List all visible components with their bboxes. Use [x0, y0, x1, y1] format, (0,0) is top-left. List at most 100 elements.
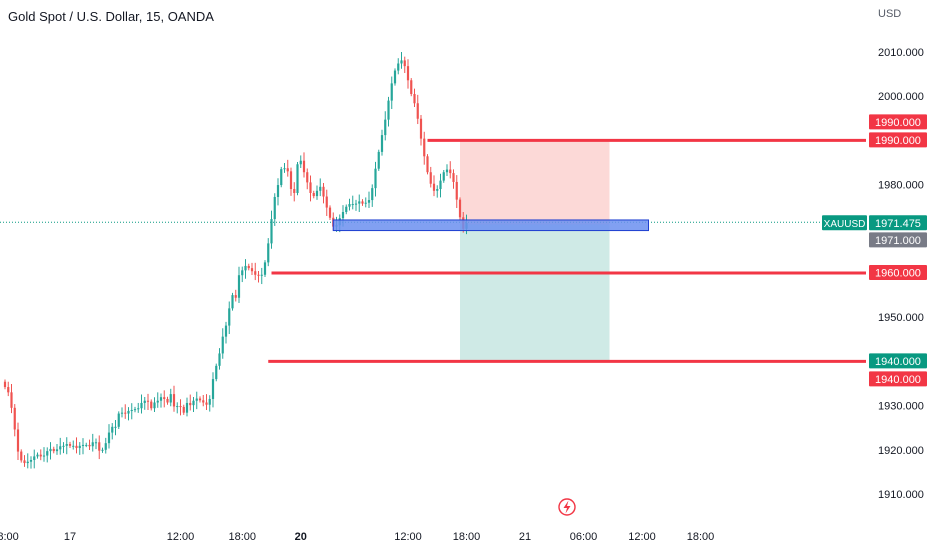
- candle-body: [120, 412, 124, 414]
- candle-body: [39, 454, 42, 457]
- candle-body: [42, 455, 46, 457]
- candle-body: [104, 443, 107, 450]
- lightning-icon[interactable]: [558, 498, 576, 516]
- entry-price-badge-bg: [869, 232, 927, 248]
- candle-body: [439, 180, 442, 190]
- candle-body: [367, 200, 371, 203]
- candle-body: [358, 201, 361, 204]
- candle-body: [98, 442, 101, 451]
- candle-body: [117, 413, 120, 427]
- candle-body: [419, 118, 423, 139]
- candle-body: [442, 172, 445, 181]
- stop-badge-upper-bg: [869, 114, 927, 130]
- candle-body: [286, 168, 289, 172]
- candle-body: [345, 206, 348, 213]
- candle-body: [176, 406, 179, 408]
- candle-body: [81, 444, 85, 446]
- candle-body: [85, 444, 88, 446]
- candle-body: [72, 445, 75, 447]
- candle-body: [159, 397, 163, 401]
- candle-body: [390, 83, 393, 101]
- target-badge-lower-bg: [869, 371, 927, 387]
- candle-body: [55, 449, 59, 452]
- candle-body: [260, 274, 263, 276]
- candle-body: [315, 190, 319, 197]
- time-tick-label: 18:00: [228, 531, 256, 543]
- candle-body: [276, 185, 280, 197]
- candle-body: [293, 189, 296, 193]
- candle-body: [198, 398, 202, 401]
- candle-body: [91, 442, 94, 447]
- candle-body: [192, 400, 195, 406]
- target-badge-upper-bg: [869, 353, 927, 369]
- candle-body: [449, 169, 452, 174]
- candle-body: [319, 186, 322, 191]
- candle-body: [413, 93, 416, 104]
- candle-body: [416, 103, 419, 119]
- candle-body: [309, 182, 312, 193]
- time-tick-label: 17: [64, 531, 76, 543]
- entry-zone-box[interactable]: [332, 219, 649, 232]
- level-badge: 1960.000: [875, 268, 921, 280]
- candle-body: [302, 160, 306, 173]
- candle-body: [429, 172, 432, 184]
- candle-body: [143, 400, 146, 403]
- candle-body: [218, 353, 221, 366]
- candle-body: [62, 445, 65, 447]
- candle-body: [75, 445, 78, 449]
- candle-body: [423, 138, 426, 157]
- last-price-badge-bg: [869, 215, 927, 231]
- price-tick-label: 1920.000: [878, 445, 924, 457]
- price-tick-label: 1910.000: [878, 489, 924, 501]
- candle-body: [146, 400, 150, 402]
- candle-body: [377, 151, 380, 169]
- symbol-badge: XAUUSD: [824, 219, 866, 230]
- candle-body: [169, 394, 172, 403]
- candle-body: [156, 400, 159, 403]
- candle-body: [179, 406, 182, 408]
- candle-body: [20, 451, 23, 461]
- candle-body: [397, 63, 400, 71]
- candle-body: [432, 183, 436, 191]
- candle-body: [33, 456, 36, 460]
- candle-body: [221, 336, 224, 354]
- stop-badge-lower: 1990.000: [875, 135, 921, 147]
- candle-body: [384, 119, 387, 136]
- candle-body: [189, 402, 192, 406]
- candle-body: [426, 156, 429, 173]
- candle-body: [127, 410, 130, 414]
- candle-body: [94, 442, 98, 444]
- candle-body: [406, 66, 410, 81]
- stop-loss-zone: [460, 140, 610, 225]
- candle-body: [280, 169, 283, 186]
- candle-body: [306, 172, 309, 183]
- price-tick-label: 1950.000: [878, 312, 924, 324]
- candle-body: [88, 444, 91, 447]
- candle-body: [234, 295, 237, 298]
- price-tick-label: 1930.000: [878, 401, 924, 413]
- candle-body: [228, 308, 231, 326]
- candle-body: [59, 446, 62, 450]
- target-badge-upper: 1940.000: [875, 356, 921, 368]
- price-axis-unit: USD: [878, 8, 902, 20]
- candle-body: [16, 429, 20, 452]
- candle-body: [172, 394, 176, 407]
- time-tick-label: 12:00: [167, 531, 195, 543]
- candle-body: [299, 160, 302, 165]
- candle-body: [124, 412, 127, 414]
- time-tick-label: 12:00: [628, 531, 656, 543]
- time-tick-label: 12:00: [394, 531, 422, 543]
- candle-body: [445, 169, 449, 173]
- candle-body: [130, 410, 133, 412]
- candle-body: [68, 444, 72, 446]
- candle-body: [380, 135, 384, 152]
- candle-body: [283, 168, 286, 170]
- price-tick-label: 2000.000: [878, 91, 924, 103]
- candle-body: [296, 164, 299, 193]
- candle-body: [3, 381, 7, 388]
- time-tick-label: 21: [519, 531, 531, 543]
- candle-body: [107, 432, 111, 444]
- chart-title: Gold Spot / U.S. Dollar, 15, OANDA: [8, 9, 214, 24]
